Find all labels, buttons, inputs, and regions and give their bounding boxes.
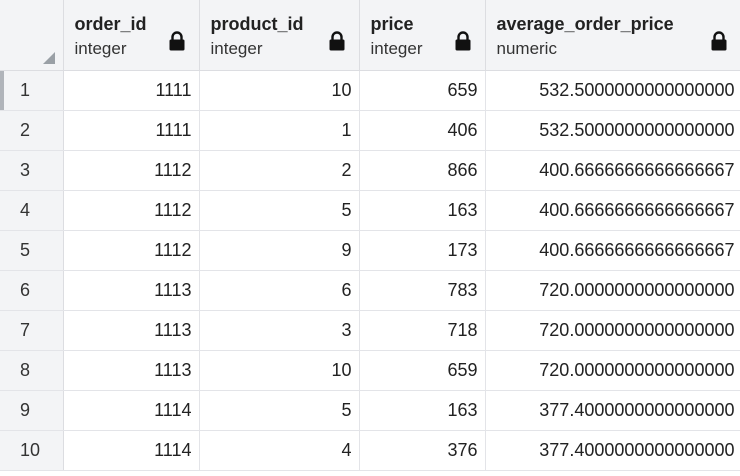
column-type: numeric (496, 39, 557, 58)
column-type: integer (74, 39, 127, 58)
row-number[interactable]: 6 (0, 270, 64, 311)
column-header-order-id[interactable]: order_id integer (63, 0, 200, 71)
table-row[interactable]: 2 1111 1 406 532.5000000000000000 (0, 110, 740, 151)
table-row[interactable]: 9 1114 5 163 377.4000000000000000 (0, 390, 740, 431)
cell-average-order-price[interactable]: 377.4000000000000000 (485, 430, 740, 471)
column-header-price[interactable]: price integer (359, 0, 486, 71)
row-number[interactable]: 3 (0, 150, 64, 191)
cell-product-id[interactable]: 5 (199, 190, 360, 231)
lock-icon (329, 31, 344, 51)
cell-average-order-price[interactable]: 720.0000000000000000 (485, 350, 740, 391)
cell-product-id[interactable]: 2 (199, 150, 360, 191)
row-number[interactable]: 4 (0, 190, 64, 231)
cell-product-id[interactable]: 10 (199, 350, 360, 391)
cell-order-id[interactable]: 1113 (63, 350, 200, 391)
column-name: price (370, 14, 414, 34)
cell-average-order-price[interactable]: 400.6666666666666667 (485, 190, 740, 231)
column-name: order_id (74, 14, 147, 34)
row-number[interactable]: 5 (0, 230, 64, 271)
row-number[interactable]: 7 (0, 310, 64, 351)
table-row[interactable]: 7 1113 3 718 720.0000000000000000 (0, 310, 740, 351)
cell-average-order-price[interactable]: 377.4000000000000000 (485, 390, 740, 431)
cell-order-id[interactable]: 1112 (63, 230, 200, 271)
cell-price[interactable]: 173 (359, 230, 486, 271)
column-header-average-order-price[interactable]: average_order_price numeric (485, 0, 740, 71)
cell-order-id[interactable]: 1113 (63, 270, 200, 311)
cell-average-order-price[interactable]: 400.6666666666666667 (485, 150, 740, 191)
row-number[interactable]: 9 (0, 390, 64, 431)
cell-price[interactable]: 163 (359, 190, 486, 231)
table-row[interactable]: 3 1112 2 866 400.6666666666666667 (0, 150, 740, 191)
column-type: integer (370, 39, 423, 58)
cell-order-id[interactable]: 1111 (63, 70, 200, 111)
row-number[interactable]: 2 (0, 110, 64, 151)
cell-order-id[interactable]: 1112 (63, 190, 200, 231)
cell-price[interactable]: 783 (359, 270, 486, 311)
cell-product-id[interactable]: 10 (199, 70, 360, 111)
column-name: average_order_price (496, 14, 674, 34)
table-row[interactable]: 1 1111 10 659 532.5000000000000000 (0, 70, 740, 111)
column-type: integer (210, 39, 263, 58)
cell-price[interactable]: 659 (359, 70, 486, 111)
cell-product-id[interactable]: 6 (199, 270, 360, 311)
cell-average-order-price[interactable]: 532.5000000000000000 (485, 70, 740, 111)
cell-price[interactable]: 163 (359, 390, 486, 431)
cell-order-id[interactable]: 1111 (63, 110, 200, 151)
cell-product-id[interactable]: 1 (199, 110, 360, 151)
column-name: product_id (210, 14, 304, 34)
lock-icon (711, 31, 726, 51)
cell-average-order-price[interactable]: 720.0000000000000000 (485, 310, 740, 351)
cell-order-id[interactable]: 1113 (63, 310, 200, 351)
cell-order-id[interactable]: 1114 (63, 430, 200, 471)
table-row[interactable]: 5 1112 9 173 400.6666666666666667 (0, 230, 740, 271)
cell-order-id[interactable]: 1114 (63, 390, 200, 431)
cell-product-id[interactable]: 5 (199, 390, 360, 431)
lock-icon (455, 31, 470, 51)
cell-price[interactable]: 659 (359, 350, 486, 391)
cell-average-order-price[interactable]: 400.6666666666666667 (485, 230, 740, 271)
table-row[interactable]: 8 1113 10 659 720.0000000000000000 (0, 350, 740, 391)
table-row[interactable]: 10 1114 4 376 377.4000000000000000 (0, 430, 740, 471)
cell-price[interactable]: 718 (359, 310, 486, 351)
cell-product-id[interactable]: 9 (199, 230, 360, 271)
row-number[interactable]: 8 (0, 350, 64, 391)
cell-price[interactable]: 406 (359, 110, 486, 151)
table-row[interactable]: 4 1112 5 163 400.6666666666666667 (0, 190, 740, 231)
select-all-corner[interactable] (0, 0, 64, 71)
cell-order-id[interactable]: 1112 (63, 150, 200, 191)
cell-product-id[interactable]: 3 (199, 310, 360, 351)
table-row[interactable]: 6 1113 6 783 720.0000000000000000 (0, 270, 740, 311)
row-number[interactable]: 10 (0, 430, 64, 471)
corner-triangle-icon (42, 52, 55, 64)
cell-price[interactable]: 376 (359, 430, 486, 471)
cell-average-order-price[interactable]: 720.0000000000000000 (485, 270, 740, 311)
row-number[interactable]: 1 (0, 70, 64, 111)
column-header-product-id[interactable]: product_id integer (199, 0, 360, 71)
cell-price[interactable]: 866 (359, 150, 486, 191)
cell-average-order-price[interactable]: 532.5000000000000000 (485, 110, 740, 151)
lock-icon (169, 31, 184, 51)
header-row: order_id integer product_id integer (0, 0, 740, 71)
cell-product-id[interactable]: 4 (199, 430, 360, 471)
